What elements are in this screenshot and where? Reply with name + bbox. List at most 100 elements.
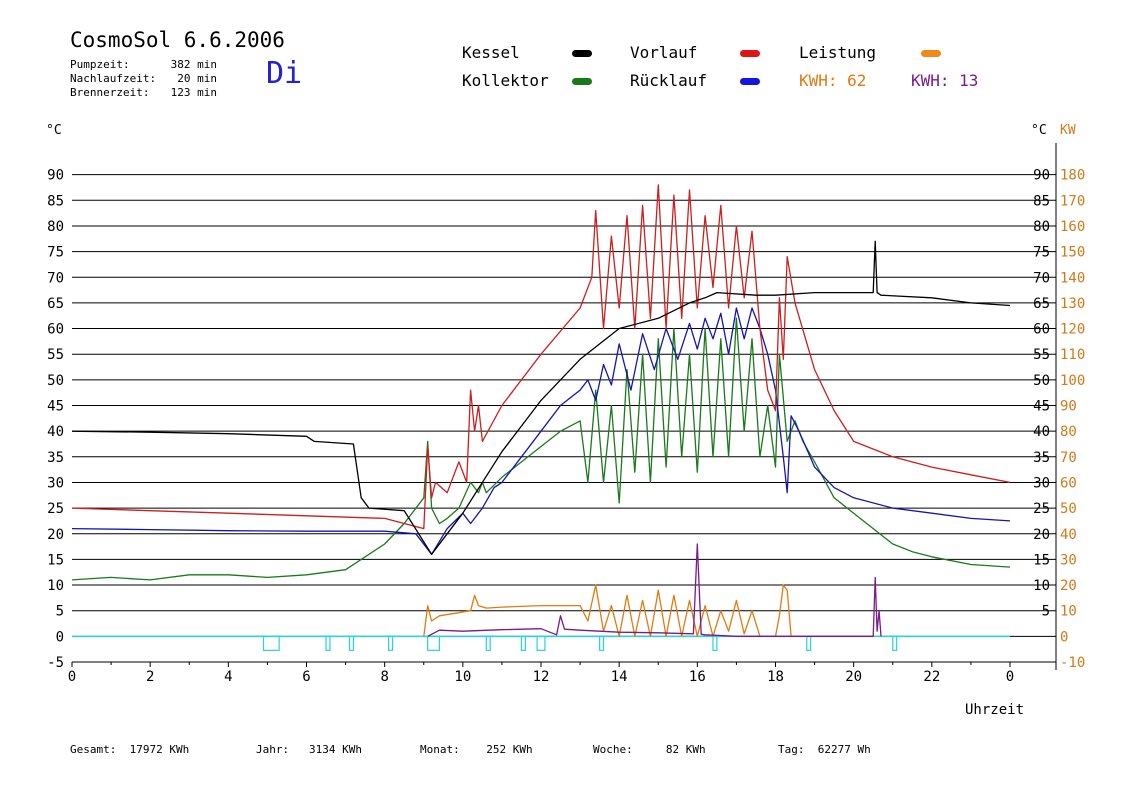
footer-monat: Monat: 252 KWh <box>420 743 533 756</box>
x-tick-label: 0 <box>68 669 76 685</box>
footer-woche: Woche: 82 KWh <box>593 743 706 756</box>
x-tick-label: 14 <box>611 669 628 685</box>
y-tick-label-left: -5 <box>47 655 64 671</box>
y-tick-label-left: 45 <box>47 399 64 415</box>
stat-value: 382 min <box>170 58 217 71</box>
kwh-value: 13 <box>959 71 979 90</box>
y-tick-label-kw: 0 <box>1060 629 1068 645</box>
y-tick-label-kw: 20 <box>1060 578 1077 594</box>
legend-kessel-label: Kessel <box>462 43 520 62</box>
y-tick-label-kw: 80 <box>1060 424 1077 440</box>
y-tick-label-left: 80 <box>47 219 64 235</box>
y-tick-label-kw: 120 <box>1060 322 1085 338</box>
y-tick-label-right: 65 <box>1033 296 1050 312</box>
pump-on-pulse <box>348 635 355 651</box>
pump-on-pulse <box>712 635 718 651</box>
y-tick-label-left: 35 <box>47 450 64 466</box>
pump-on-pulse <box>599 635 605 651</box>
grid-lines <box>72 143 1057 670</box>
pump-on-pulse <box>387 635 394 651</box>
pump-on-pulse <box>892 635 898 651</box>
y-axis-unit-right: °C <box>1031 123 1047 138</box>
legend-kollektor-swatch <box>572 78 592 85</box>
footer-tag: Tag: 62277 Wh <box>778 743 871 756</box>
pump-on-pulse <box>806 635 812 651</box>
footer-gesamt: Gesamt: 17972 KWh <box>70 743 189 756</box>
y-tick-label-right: 85 <box>1033 193 1050 209</box>
y-tick-label-left: 75 <box>47 245 64 261</box>
x-tick-label: 16 <box>689 669 706 685</box>
series-line-leistung <box>423 584 792 637</box>
y-tick-label-left: 55 <box>47 347 64 363</box>
legend-ruecklauf-swatch <box>740 78 760 85</box>
y-tick-label-kw: 70 <box>1060 450 1077 466</box>
y-tick-label-kw: 60 <box>1060 475 1077 491</box>
y-tick-label-kw: 90 <box>1060 399 1077 415</box>
pump-on-pulse <box>485 635 491 651</box>
y-tick-label-kw: 150 <box>1060 245 1085 261</box>
stat-pumpzeit: Pumpzeit: 382 min <box>70 58 217 71</box>
y-axis-unit-left: °C <box>46 123 62 138</box>
y-tick-label-left: 10 <box>47 578 64 594</box>
footer-label: Jahr: <box>256 743 290 756</box>
y-tick-label-kw: 40 <box>1060 527 1077 543</box>
y-tick-label-left: 70 <box>47 270 64 286</box>
series-line-r-cklauf <box>71 307 1011 555</box>
pump-on-pulse <box>536 635 546 651</box>
x-tick-label: 20 <box>845 669 862 685</box>
y-tick-label-left: 0 <box>56 629 64 645</box>
footer-value: 17972 KWh <box>129 743 190 756</box>
footer-label: Gesamt: <box>70 743 117 756</box>
x-tick-label: 12 <box>533 669 550 685</box>
footer-value: 62277 Wh <box>817 743 871 756</box>
legend-kwh-orange: KWH: 62 <box>799 71 866 90</box>
y-tick-label-kw: 140 <box>1060 270 1085 286</box>
stat-label: Nachlaufzeit: <box>70 72 157 85</box>
x-tick-label: 2 <box>146 669 154 685</box>
y-axis-unit-kw: KW <box>1060 123 1076 138</box>
stat-value: 123 min <box>170 86 217 99</box>
y-tick-label-right: 30 <box>1033 475 1050 491</box>
y-tick-label-left: 40 <box>47 424 64 440</box>
legend-vorlauf-swatch <box>740 50 760 57</box>
y-tick-label-kw: 100 <box>1060 373 1085 389</box>
y-tick-label-left: 30 <box>47 475 64 491</box>
x-tick-label: 4 <box>224 669 232 685</box>
y-tick-label-left: 15 <box>47 552 64 568</box>
kwh-label: KWH: <box>911 71 950 90</box>
stat-nachlaufzeit: Nachlaufzeit: 20 min <box>70 72 217 85</box>
y-tick-label-kw: 50 <box>1060 501 1077 517</box>
footer-value: 82 KWh <box>665 743 706 756</box>
legend-ruecklauf-label: Rücklauf <box>630 71 708 90</box>
series-line-kessel <box>71 240 1011 555</box>
legend-vorlauf-label: Vorlauf <box>630 43 698 62</box>
series-lines <box>71 184 1011 637</box>
y-tick-label-right: 70 <box>1033 270 1050 286</box>
x-tick-label: 8 <box>380 669 388 685</box>
y-tick-label-right: 80 <box>1033 219 1050 235</box>
footer-jahr: Jahr: 3134 KWh <box>256 743 362 756</box>
pump-on-pulse <box>427 635 440 651</box>
footer-value: 3134 KWh <box>309 743 362 756</box>
y-tick-label-kw: 160 <box>1060 219 1085 235</box>
pump-status-track <box>72 635 1010 651</box>
y-tick-label-left: 5 <box>56 604 64 620</box>
y-tick-label-kw: 30 <box>1060 552 1077 568</box>
y-tick-label-right: 20 <box>1033 527 1050 543</box>
pump-on-pulse <box>262 635 280 651</box>
weekday-label: Di <box>266 56 303 91</box>
y-tick-label-right: 60 <box>1033 322 1050 338</box>
x-axis-label: Uhrzeit <box>965 702 1024 718</box>
y-tick-label-right: 15 <box>1033 552 1050 568</box>
axis-ticks: -505101520253035404550556065707580859051… <box>47 168 1085 685</box>
series-line-kollektor <box>71 317 1011 581</box>
legend-leistung-swatch <box>921 50 941 57</box>
y-tick-label-kw: 10 <box>1060 604 1077 620</box>
y-tick-label-kw: 180 <box>1060 168 1085 184</box>
stat-label: Brennerzeit: <box>70 86 150 99</box>
stat-brennerzeit: Brennerzeit: 123 min <box>70 86 217 99</box>
y-tick-label-left: 60 <box>47 322 64 338</box>
y-tick-label-kw: 110 <box>1060 347 1085 363</box>
y-tick-label-right: 90 <box>1033 168 1050 184</box>
y-tick-label-right: 25 <box>1033 501 1050 517</box>
